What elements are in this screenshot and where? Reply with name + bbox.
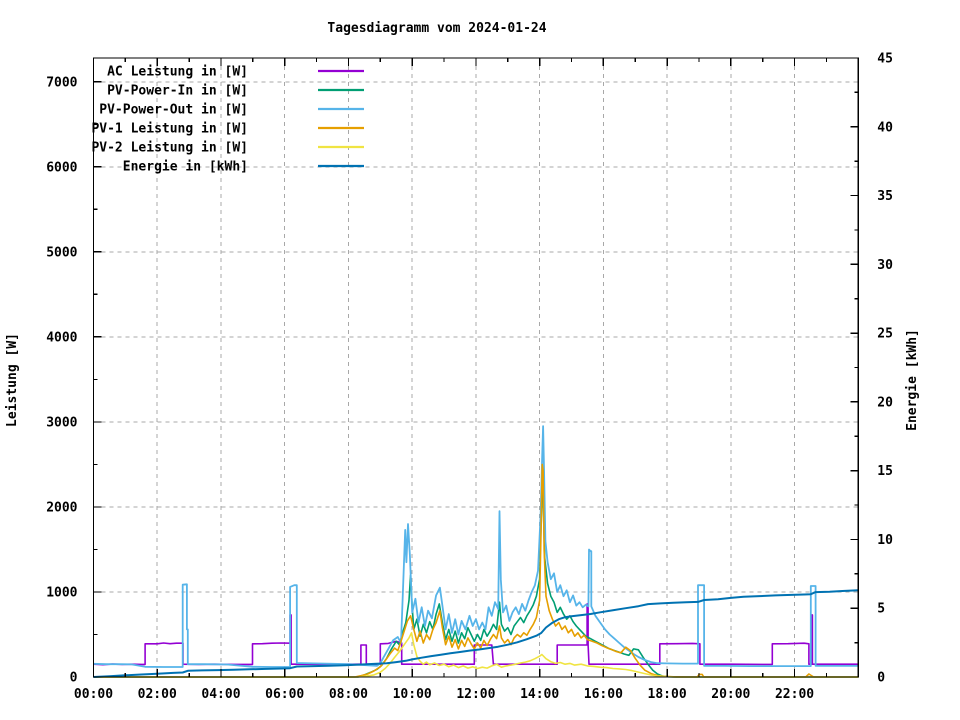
legend-label: PV-Power-In in [W] [107,84,248,99]
legend-item: PV-2 Leistung in [W] [91,141,364,156]
x-tick-label: 00:00 [74,687,113,702]
x-tick-label: 22:00 [775,687,814,702]
legend-item: Energie in [kWh] [123,160,364,175]
series-pv-2-leistung-in-w- [93,631,859,678]
x-tick-label: 12:00 [456,687,495,702]
x-tick-label: 06:00 [265,687,304,702]
y-left-tick-label: 4000 [46,330,77,345]
y-right-tick-label: 20 [877,395,893,410]
series-energie-in-kwh- [93,589,859,678]
series-pv-power-out-in-w- [93,425,859,668]
axes [92,57,859,678]
y-left-tick-label: 2000 [46,500,77,515]
legend-label: AC Leistung in [W] [107,65,248,80]
legend-label: PV-2 Leistung in [W] [91,141,248,156]
y-left-tick-label: 7000 [46,75,77,90]
legend-label: Energie in [kWh] [123,160,248,175]
x-tick-label: 18:00 [648,687,687,702]
y-right-tick-label: 30 [877,258,893,273]
y-left-tick-label: 1000 [46,585,77,600]
y-right-tick-label: 25 [877,327,893,342]
data-series [93,425,859,678]
y-right-tick-label: 15 [877,464,893,479]
legend-item: PV-1 Leistung in [W] [91,122,364,137]
y-right-tick-label: 40 [877,120,893,135]
y-right-tick-label: 35 [877,189,893,204]
y-left-tick-label: 5000 [46,245,77,260]
y-right-tick-label: 5 [877,602,885,617]
y-right-tick-label: 45 [877,52,893,67]
legend-label: PV-Power-Out in [W] [99,103,248,118]
legend: AC Leistung in [W] PV-Power-In in [W] PV-P… [91,65,364,175]
legend-label: PV-1 Leistung in [W] [91,122,248,137]
y-axis-label-right: Energie [kWh] [905,329,920,431]
chart-title: Tagesdiagramm vom 2024-01-24 [327,21,546,36]
y-axis-label-left: Leistung [W] [5,333,20,427]
y-left-tick-label: 3000 [46,415,77,430]
legend-item: PV-Power-In in [W] [107,84,364,99]
y-right-tick-label: 10 [877,533,893,548]
y-right-tick-label: 0 [877,671,885,686]
series-pv-1-leistung-in-w- [93,463,859,678]
x-tick-label: 02:00 [138,687,177,702]
x-tick-label: 16:00 [584,687,623,702]
x-tick-label: 10:00 [393,687,432,702]
axis-tick-labels: 00:00 02:00 04:00 06:00 08:00 10:00 12:00 14:00… [46,52,893,703]
y-left-tick-label: 0 [70,671,78,686]
legend-item: PV-Power-Out in [W] [99,103,364,118]
x-tick-label: 20:00 [711,687,750,702]
x-tick-label: 14:00 [520,687,559,702]
x-tick-label: 08:00 [329,687,368,702]
y-left-tick-label: 6000 [46,160,77,175]
x-tick-label: 04:00 [201,687,240,702]
legend-item: AC Leistung in [W] [107,65,364,80]
